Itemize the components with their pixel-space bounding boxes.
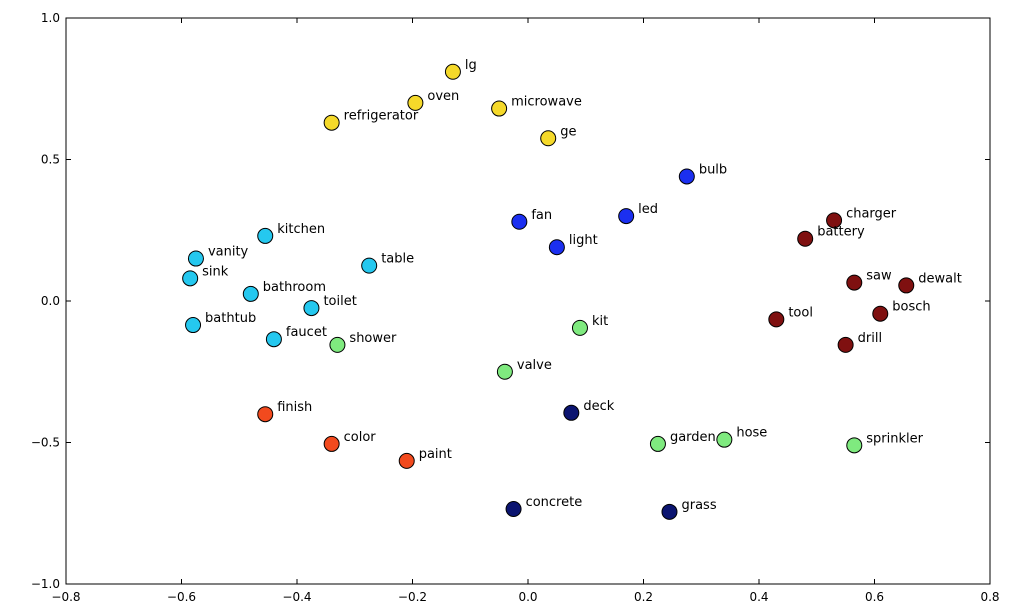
- point-label-ge: ge: [560, 124, 576, 139]
- data-point-toilet: [303, 300, 320, 317]
- data-point-saw: [846, 274, 863, 291]
- point-label-shower: shower: [349, 331, 397, 346]
- point-label-kit: kit: [592, 314, 608, 329]
- data-point-concrete: [505, 501, 522, 518]
- point-label-fan: fan: [531, 208, 552, 223]
- point-label-kitchen: kitchen: [277, 222, 325, 237]
- x-tick-label: 0.4: [749, 590, 768, 604]
- data-point-battery: [797, 230, 814, 247]
- point-label-battery: battery: [817, 225, 865, 240]
- data-point-lg: [444, 63, 461, 80]
- data-point-garden: [649, 435, 666, 452]
- data-point-bosch: [872, 305, 889, 322]
- data-point-bathtub: [185, 317, 202, 334]
- point-label-bulb: bulb: [699, 162, 727, 177]
- point-label-finish: finish: [277, 400, 312, 415]
- data-point-bulb: [678, 168, 695, 185]
- data-point-sink: [182, 270, 199, 287]
- point-label-garden: garden: [670, 430, 716, 445]
- data-point-tool: [768, 311, 785, 328]
- data-point-faucet: [265, 331, 282, 348]
- point-label-grass: grass: [681, 498, 716, 513]
- point-label-bathroom: bathroom: [263, 280, 326, 295]
- point-label-hose: hose: [736, 426, 767, 441]
- point-label-dewalt: dewalt: [918, 271, 962, 286]
- point-label-oven: oven: [427, 89, 459, 104]
- data-point-charger: [826, 212, 843, 229]
- data-point-light: [548, 239, 565, 256]
- y-tick-label: −0.5: [31, 436, 60, 450]
- x-tick-label: −0.2: [398, 590, 427, 604]
- point-label-sprinkler: sprinkler: [866, 431, 923, 446]
- y-tick-label: 0.0: [41, 294, 60, 308]
- x-tick-label: −0.8: [51, 590, 80, 604]
- data-point-refrigerator: [323, 114, 340, 131]
- data-point-vanity: [187, 250, 204, 267]
- data-point-hose: [716, 431, 733, 448]
- x-tick-label: 0.8: [980, 590, 999, 604]
- data-points: lg oven microwave refrigerator ge bulb led fan l…: [182, 58, 962, 520]
- point-label-saw: saw: [866, 269, 892, 284]
- data-point-led: [618, 208, 635, 225]
- x-tick-label: 0.0: [518, 590, 537, 604]
- x-tick-label: 0.6: [865, 590, 884, 604]
- point-label-concrete: concrete: [526, 495, 583, 510]
- axes: −0.8 −0.6 −0.4 −0.2 0.0 0.2 0.4 0.6 0.8 −1.0 −0.5 0…: [31, 11, 1000, 604]
- point-label-microwave: microwave: [511, 95, 582, 110]
- data-point-finish: [257, 406, 274, 423]
- point-label-toilet: toilet: [323, 294, 356, 309]
- point-label-tool: tool: [788, 305, 813, 320]
- y-tick-label: 0.5: [41, 153, 60, 167]
- data-point-table: [361, 257, 378, 274]
- point-label-led: led: [638, 202, 658, 217]
- point-label-paint: paint: [419, 447, 452, 462]
- y-tick-label: −1.0: [31, 577, 60, 591]
- data-point-grass: [661, 503, 678, 520]
- data-point-sprinkler: [846, 437, 863, 454]
- data-point-shower: [329, 336, 346, 353]
- y-tick-label: 1.0: [41, 11, 60, 25]
- x-tick-label: −0.4: [282, 590, 311, 604]
- x-tick-label: 0.2: [634, 590, 653, 604]
- data-point-kit: [571, 319, 588, 336]
- data-point-color: [323, 435, 340, 452]
- data-point-bathroom: [242, 285, 259, 302]
- point-label-charger: charger: [846, 206, 897, 221]
- point-label-table: table: [381, 252, 414, 267]
- x-tick-label: −0.6: [167, 590, 196, 604]
- data-point-fan: [511, 213, 528, 230]
- point-label-refrigerator: refrigerator: [344, 109, 419, 124]
- data-point-deck: [563, 404, 580, 421]
- point-label-sink: sink: [202, 264, 229, 279]
- point-label-lg: lg: [465, 58, 477, 73]
- data-point-dewalt: [898, 277, 915, 294]
- point-label-vanity: vanity: [208, 245, 249, 260]
- data-point-drill: [837, 336, 854, 353]
- point-label-bosch: bosch: [892, 300, 930, 315]
- data-point-valve: [496, 363, 513, 380]
- point-label-bathtub: bathtub: [205, 311, 256, 326]
- point-label-color: color: [344, 430, 377, 445]
- data-point-kitchen: [257, 227, 274, 244]
- point-label-drill: drill: [858, 331, 882, 346]
- point-label-valve: valve: [517, 358, 552, 373]
- data-point-ge: [540, 130, 557, 147]
- plot-frame: [65, 17, 991, 585]
- point-label-deck: deck: [583, 399, 614, 414]
- data-point-microwave: [491, 100, 508, 117]
- data-point-oven: [407, 94, 424, 111]
- point-label-light: light: [569, 233, 598, 248]
- data-point-paint: [398, 452, 415, 469]
- point-label-faucet: faucet: [286, 325, 327, 340]
